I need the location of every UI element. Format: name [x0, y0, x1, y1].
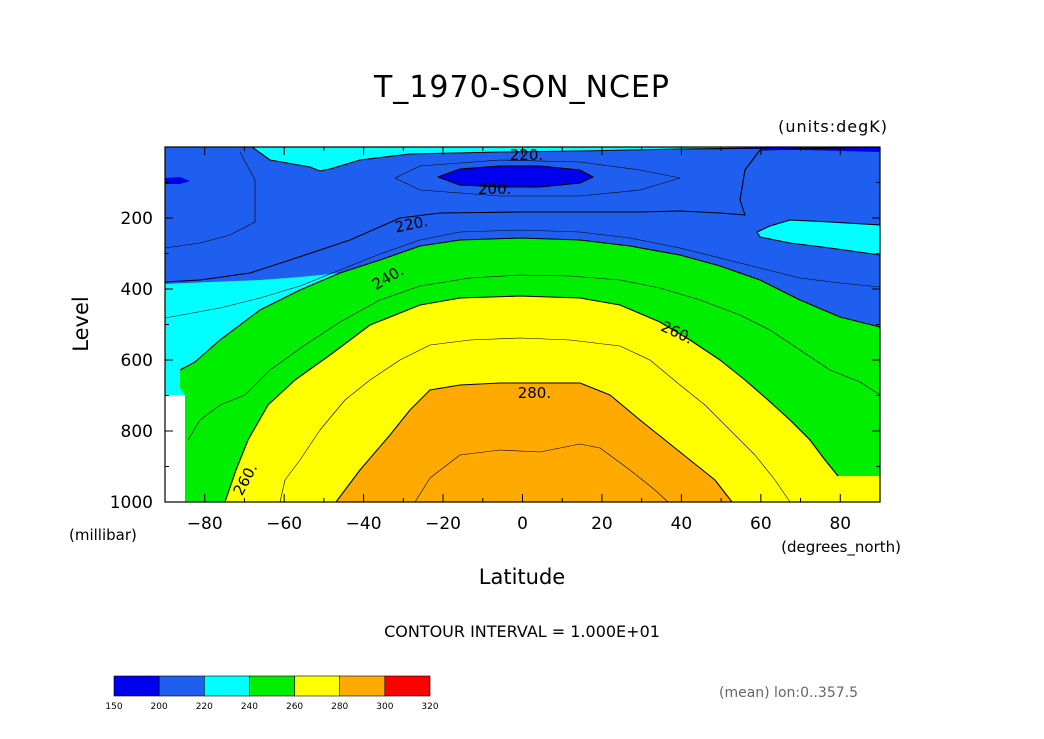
x-tick-label: 20: [591, 514, 613, 534]
contour-interval-text: CONTOUR INTERVAL = 1.000E+01: [384, 622, 660, 641]
y-units-label: (millibar): [69, 526, 137, 544]
contour-line-270: [279, 337, 791, 503]
contour-line-290: [414, 443, 669, 503]
y-tick-label: 200: [121, 209, 153, 229]
contour-line-220-lower: [164, 146, 881, 283]
contour-line-260: [224, 295, 839, 503]
colorbar-swatch: [384, 675, 431, 697]
contour-line-220-upper: [251, 146, 781, 172]
y-tick-label: 600: [121, 351, 153, 371]
contour-label: 220.: [510, 146, 543, 164]
colorbar-swatch: [339, 675, 386, 697]
colorbar-swatch: [249, 675, 295, 697]
contour-fill-band-150-200-core: [438, 166, 593, 187]
plot-area: 220.200.220.240.260.280.260.: [164, 146, 881, 503]
contour-line-210-upper: [164, 151, 256, 249]
y-tick-label: 800: [121, 422, 153, 442]
x-tick-label: −80: [187, 514, 223, 534]
contour-line-220-east: [756, 219, 881, 256]
chart-title: T_1970-SON_NCEP: [373, 70, 670, 105]
colorbar-swatch: [113, 675, 160, 697]
contour-line-280: [335, 382, 733, 503]
x-units-label: (degrees_north): [781, 538, 901, 557]
units-label: (units:degK): [778, 117, 888, 136]
x-tick-label: 80: [829, 514, 851, 534]
contour-bands: [165, 147, 880, 502]
y-axis-ticks: 200 400 600 800 1000: [110, 182, 880, 513]
contour-lines: [164, 146, 881, 503]
contour-fill-band-220-240-top: [252, 147, 780, 171]
contour-line-250: [187, 274, 881, 441]
colorbar-label: 280: [331, 702, 348, 712]
colorbar-label: 220: [196, 702, 213, 712]
x-tick-label: −60: [266, 514, 302, 534]
y-tick-label: 1000: [110, 493, 153, 513]
colorbar-label: 300: [376, 702, 393, 712]
colorbar-label: 150: [105, 702, 122, 712]
contour-line-240: [179, 237, 881, 371]
x-tick-label: −40: [346, 514, 382, 534]
colorbar: 150 200 220 240 260 280 300 320: [105, 675, 439, 712]
x-tick-label: 40: [671, 514, 693, 534]
contour-label: 200.: [478, 180, 511, 198]
contour-fill-band-150-200-polar: [165, 177, 190, 184]
x-axis-label: Latitude: [479, 565, 565, 589]
contour-line-230: [164, 229, 881, 319]
colorbar-swatch: [203, 675, 250, 697]
x-axis-ticks: −80 −60 −40 −20 0 20 40 60 80: [164, 147, 881, 534]
x-tick-label: 60: [750, 514, 772, 534]
colorbar-label: 200: [151, 702, 168, 712]
x-tick-label: 0: [517, 514, 528, 534]
contour-line-200-core: [437, 165, 594, 188]
contour-line-210-core: [394, 159, 681, 197]
colorbar-swatch: [294, 675, 341, 697]
colorbar-label: 240: [241, 702, 258, 712]
y-tick-label: 400: [121, 280, 153, 300]
y-axis-label: Level: [69, 296, 93, 351]
colorbar-swatch: [158, 675, 205, 697]
x-tick-label: −20: [425, 514, 461, 534]
colorbar-label: 320: [421, 702, 438, 712]
colorbar-label: 260: [286, 702, 303, 712]
mean-footnote: (mean) lon:0..357.5: [719, 685, 858, 701]
contour-label: 280.: [518, 384, 551, 402]
missing-data-mask: [165, 395, 185, 502]
